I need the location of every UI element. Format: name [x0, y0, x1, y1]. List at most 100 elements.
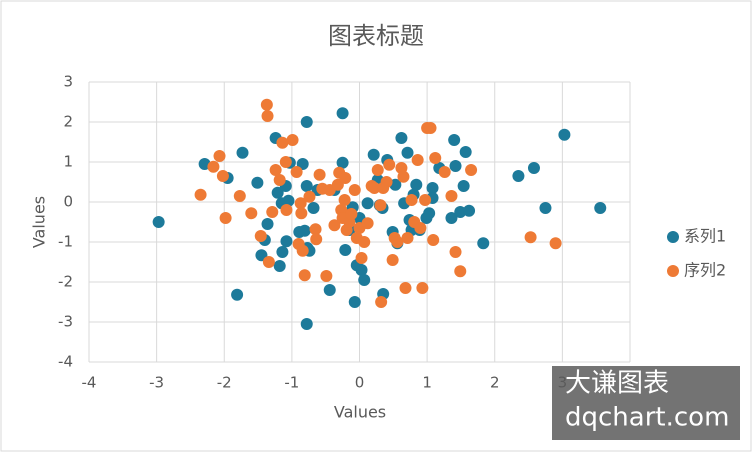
- point: [328, 219, 341, 232]
- point: [423, 207, 436, 220]
- point: [300, 180, 313, 192]
- point: [286, 134, 299, 146]
- point: [320, 270, 333, 282]
- point: [414, 222, 427, 234]
- point: [405, 194, 418, 206]
- point: [310, 233, 323, 246]
- y-axis-title: Values: [30, 196, 49, 248]
- point: [216, 170, 229, 182]
- point: [386, 254, 399, 266]
- point: [307, 202, 320, 214]
- point: [194, 188, 207, 201]
- point: [338, 194, 351, 206]
- point: [245, 207, 258, 220]
- point: [290, 166, 303, 178]
- point: [336, 107, 349, 120]
- legend-marker: [667, 265, 679, 277]
- point: [279, 156, 292, 168]
- point: [336, 156, 349, 169]
- point: [448, 134, 461, 146]
- x-tick-label: -1: [284, 374, 299, 392]
- point: [260, 98, 273, 111]
- point: [375, 296, 388, 308]
- point: [254, 230, 267, 242]
- point: [361, 197, 374, 210]
- y-tick-label: -1: [58, 233, 73, 251]
- y-tick-label: -4: [58, 353, 73, 371]
- y-tick-label: 3: [63, 73, 73, 91]
- legend-label: 序列2: [684, 261, 726, 280]
- point: [339, 172, 352, 184]
- legend-label: 系列1: [684, 227, 726, 246]
- point: [309, 223, 322, 236]
- point: [355, 252, 368, 264]
- point: [251, 176, 264, 189]
- point: [282, 194, 295, 207]
- y-tick-label: 2: [63, 113, 73, 131]
- point: [445, 190, 458, 202]
- points: [152, 98, 607, 330]
- point: [401, 232, 414, 244]
- point: [477, 237, 490, 250]
- point: [294, 197, 307, 210]
- point: [397, 170, 410, 183]
- point: [527, 162, 540, 174]
- point: [261, 218, 274, 230]
- y-tick-label: 1: [63, 153, 73, 171]
- point: [424, 122, 437, 134]
- point: [219, 212, 232, 224]
- point: [410, 178, 423, 191]
- point: [416, 282, 429, 294]
- x-tick-label: 2: [490, 374, 500, 392]
- point: [427, 234, 440, 246]
- point: [449, 246, 462, 258]
- point: [449, 160, 462, 172]
- point: [445, 212, 458, 224]
- point: [558, 128, 571, 141]
- point: [303, 190, 316, 203]
- point: [411, 154, 424, 166]
- point: [276, 136, 289, 149]
- x-tick-label: -4: [82, 374, 97, 392]
- point: [262, 256, 275, 268]
- point: [345, 208, 358, 220]
- point: [273, 260, 286, 272]
- point: [358, 236, 371, 248]
- point: [380, 176, 393, 188]
- point: [207, 160, 220, 173]
- point: [459, 146, 472, 158]
- point: [355, 264, 368, 276]
- x-tick-label: -2: [217, 374, 232, 392]
- point: [539, 202, 552, 214]
- point: [213, 150, 226, 162]
- point: [348, 296, 361, 308]
- point: [280, 235, 293, 248]
- point: [454, 206, 467, 218]
- point: [401, 146, 414, 159]
- point: [358, 274, 371, 286]
- point: [374, 199, 387, 212]
- point: [296, 244, 309, 257]
- point: [298, 224, 311, 237]
- point: [300, 116, 313, 128]
- point: [429, 152, 442, 164]
- point: [465, 164, 478, 176]
- point: [295, 207, 308, 220]
- point: [361, 217, 374, 230]
- point: [348, 184, 361, 196]
- point: [273, 174, 286, 186]
- point: [454, 265, 467, 278]
- point: [367, 148, 380, 161]
- point: [371, 164, 384, 176]
- point: [339, 244, 352, 256]
- point: [152, 216, 165, 228]
- point: [231, 288, 244, 301]
- y-tick-label: -2: [58, 273, 73, 291]
- point: [391, 236, 404, 248]
- point: [276, 246, 289, 258]
- point: [426, 182, 439, 194]
- point: [512, 170, 525, 182]
- point: [271, 186, 284, 199]
- y-tick-label: -3: [58, 313, 73, 331]
